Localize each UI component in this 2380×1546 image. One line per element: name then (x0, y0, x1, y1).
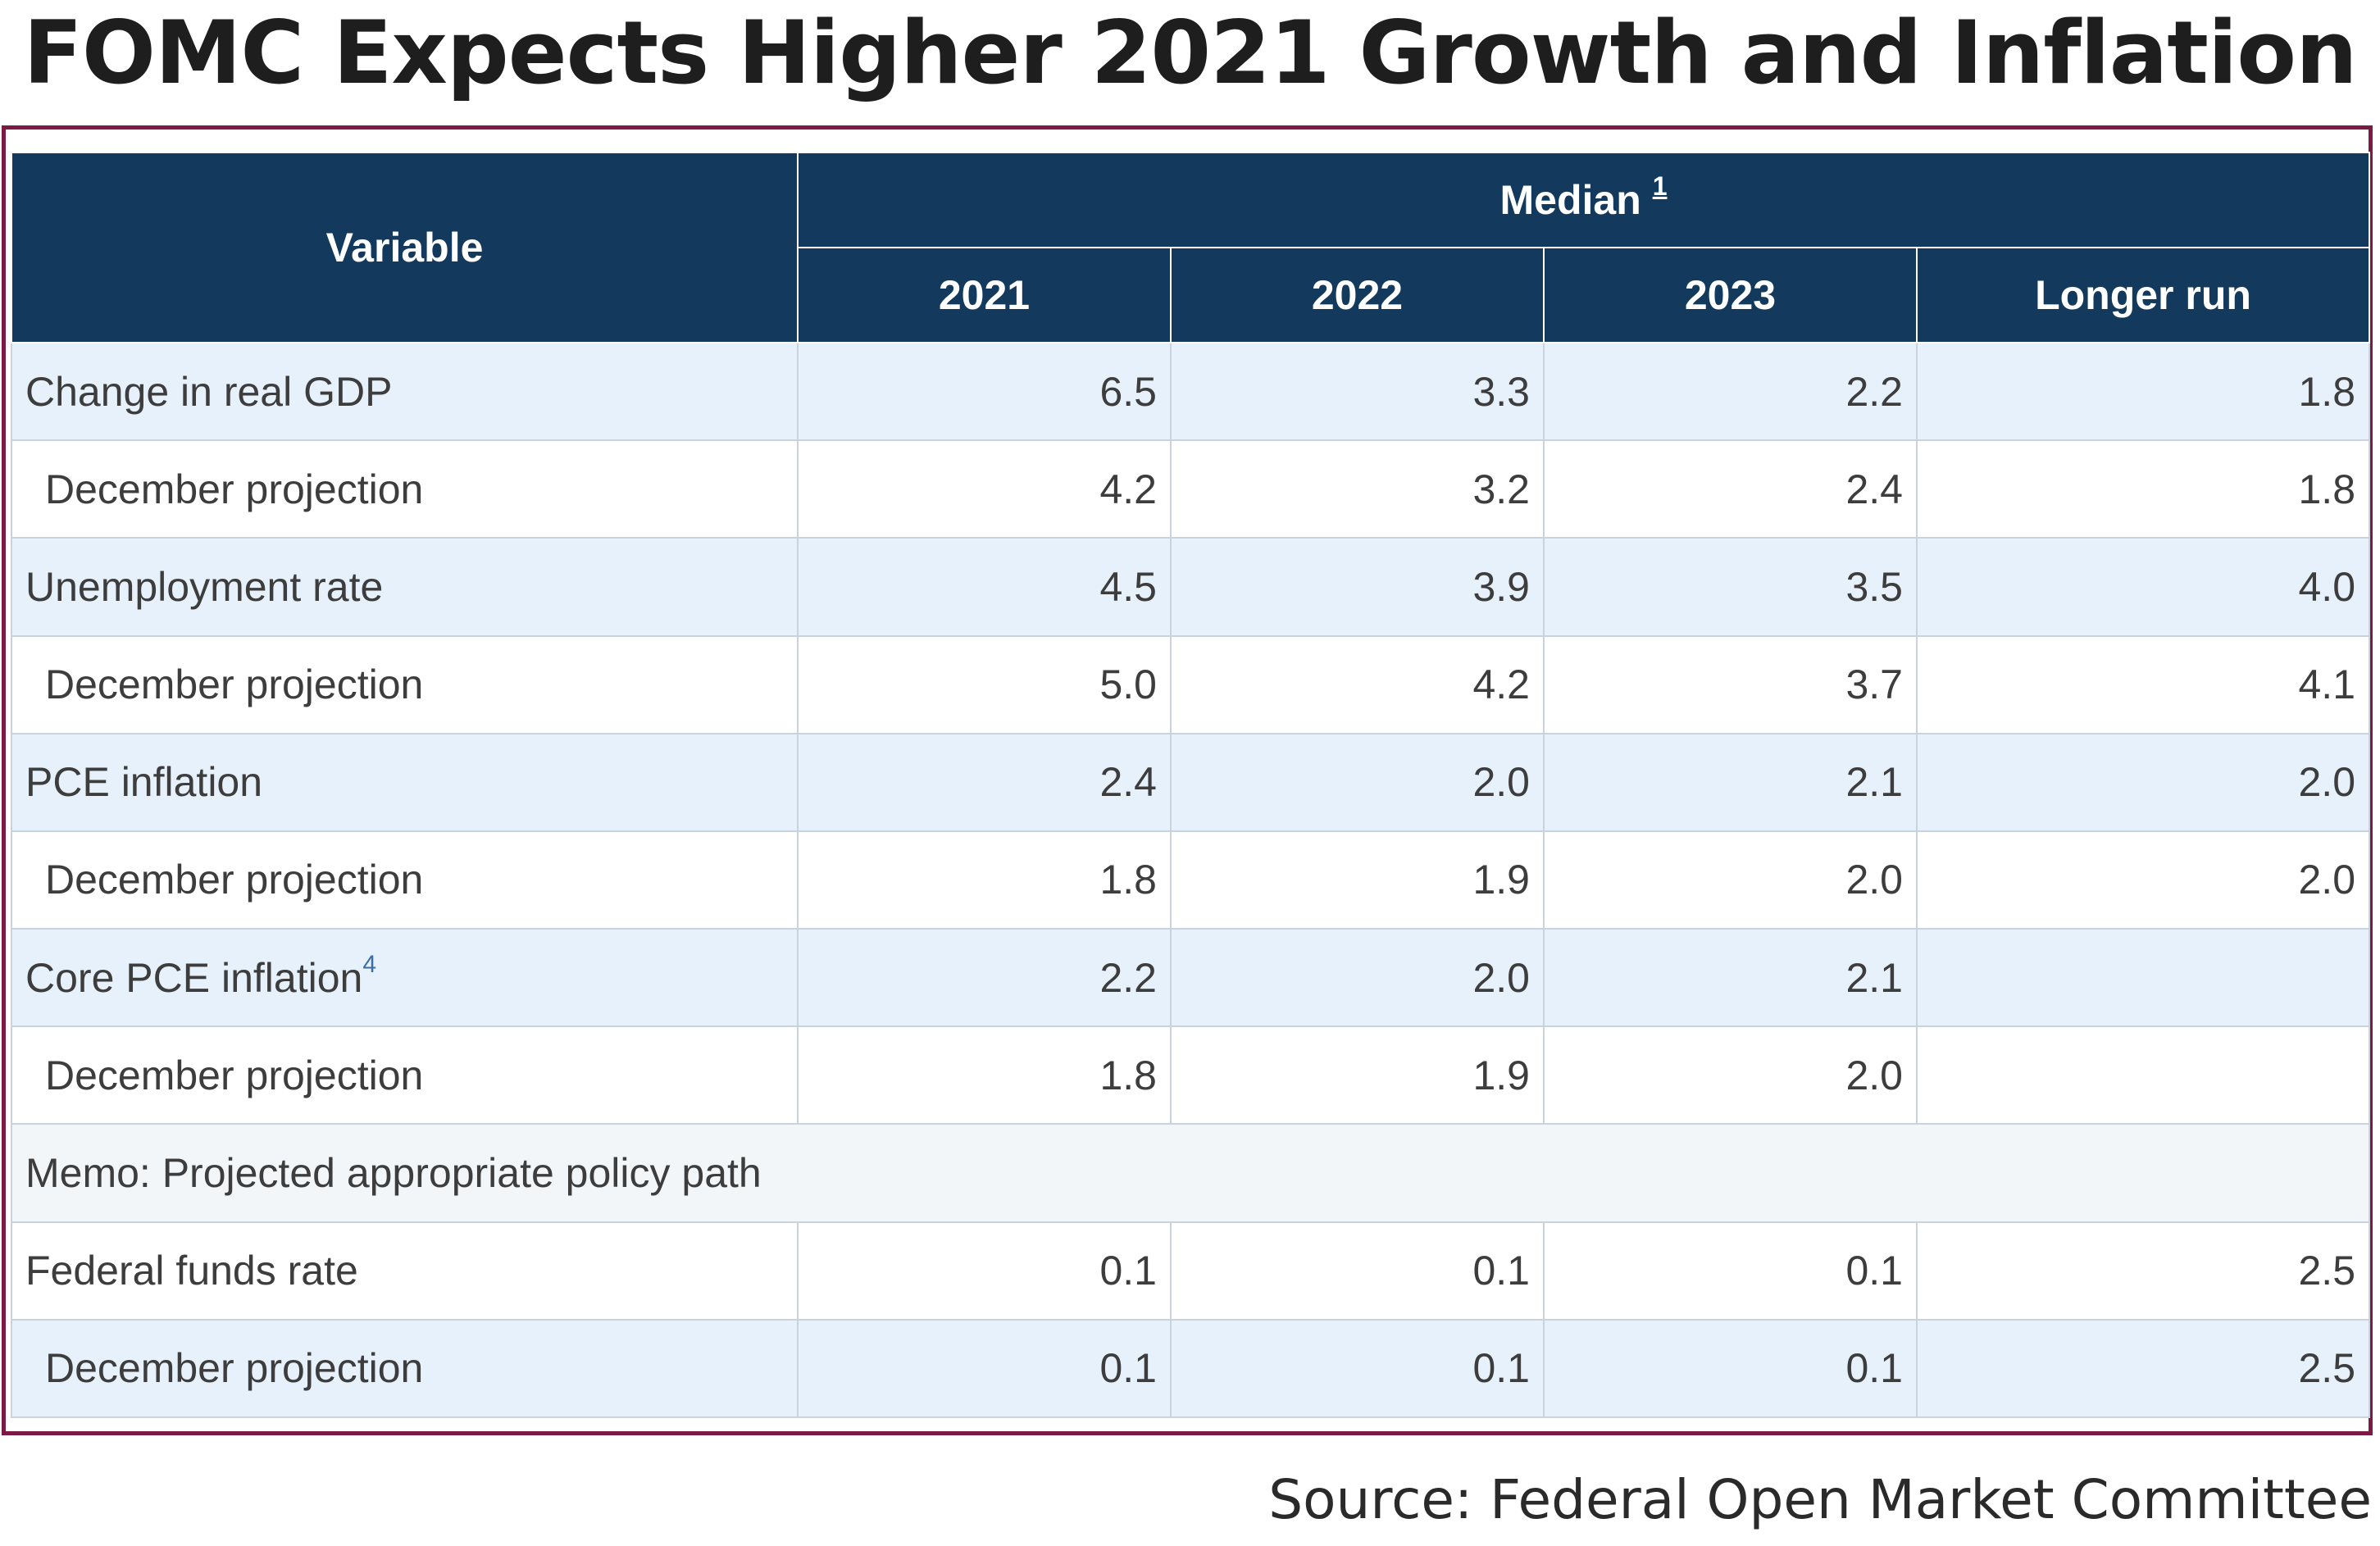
table-row: December projection 0.1 0.1 0.1 2.5 (11, 1318, 2371, 1419)
core-pce-footnote-link[interactable]: 4 (362, 950, 376, 978)
column-header-2021: 2021 (797, 247, 1172, 343)
table-row: Federal funds rate 0.1 0.1 0.1 2.5 (11, 1221, 2371, 1321)
table-row: December projection 1.8 1.9 2.0 (11, 1025, 2371, 1125)
memo-label: Memo: Projected appropriate policy path (10, 1123, 2371, 1223)
cell-value: 2.5 (1915, 1221, 2371, 1321)
cell-value: 2.4 (1543, 439, 1918, 539)
table-row: December projection 5.0 4.2 3.7 4.1 (11, 634, 2371, 734)
cell-value: 0.1 (1543, 1318, 1918, 1419)
cell-value: 3.7 (1543, 634, 1918, 734)
row-label: PCE inflation (11, 732, 799, 832)
cell-value: 3.2 (1170, 439, 1545, 539)
cell-value: 2.1 (1543, 928, 1918, 1028)
cell-value: 2.0 (1543, 1025, 1918, 1125)
row-label: December projection (11, 1318, 799, 1419)
cell-value: 0.1 (1543, 1221, 1918, 1321)
column-header-2023: 2023 (1543, 247, 1918, 343)
cell-value: 2.0 (1170, 928, 1545, 1028)
cell-value (1915, 1025, 2371, 1125)
cell-value: 1.8 (797, 830, 1172, 930)
column-header-2022: 2022 (1170, 247, 1545, 343)
median-footnote-link[interactable]: 1 (1652, 171, 1668, 201)
cell-value: 0.1 (1170, 1221, 1545, 1321)
row-label: Core PCE inflation4 (11, 928, 799, 1028)
median-header: Median 1 (796, 152, 2371, 248)
chart-title: FOMC Expects Higher 2021 Growth and Infl… (23, 2, 2357, 103)
cell-value: 1.9 (1170, 1025, 1545, 1125)
row-label: December projection (11, 634, 799, 734)
cell-value: 2.4 (797, 732, 1172, 832)
row-label: Change in real GDP (11, 341, 799, 442)
cell-value: 1.8 (1915, 341, 2371, 442)
cell-value: 4.2 (797, 439, 1172, 539)
cell-value: 2.0 (1915, 830, 2371, 930)
header-row-years: 2021 2022 2023 Longer run (11, 247, 2371, 343)
table-row: December projection 1.8 1.9 2.0 2.0 (11, 830, 2371, 930)
table-row: Change in real GDP 6.5 3.3 2.2 1.8 (11, 341, 2371, 442)
cell-value: 4.5 (797, 537, 1172, 637)
table-row: December projection 4.2 3.2 2.4 1.8 (11, 439, 2371, 539)
row-label: Unemployment rate (11, 537, 799, 637)
cell-value: 2.0 (1170, 732, 1545, 832)
cell-value: 2.2 (1543, 341, 1918, 442)
row-label: December projection (11, 439, 799, 539)
cell-value: 1.9 (1170, 830, 1545, 930)
cell-value: 4.2 (1170, 634, 1545, 734)
cell-value: 4.0 (1915, 537, 2371, 637)
variable-header: Variable (11, 152, 799, 343)
cell-value: 2.5 (1915, 1318, 2371, 1419)
cell-value: 3.3 (1170, 341, 1545, 442)
cell-value: 2.0 (1915, 732, 2371, 832)
memo-row: Memo: Projected appropriate policy path (10, 1123, 2371, 1223)
cell-value: 3.9 (1170, 537, 1545, 637)
table-row: Unemployment rate 4.5 3.9 3.5 4.0 (11, 537, 2371, 637)
cell-value: 0.1 (797, 1318, 1172, 1419)
row-label: December projection (11, 830, 799, 930)
table-row: PCE inflation 2.4 2.0 2.1 2.0 (11, 732, 2371, 832)
cell-value: 0.1 (797, 1221, 1172, 1321)
row-label: Federal funds rate (11, 1221, 799, 1321)
cell-value: 2.2 (797, 928, 1172, 1028)
cell-value: 4.1 (1915, 634, 2371, 734)
cell-value: 2.1 (1543, 732, 1918, 832)
cell-value: 2.0 (1543, 830, 1918, 930)
projections-table: Variable Median 1 2021 2022 2023 Longer … (10, 152, 2371, 1419)
cell-value: 3.5 (1543, 537, 1918, 637)
row-label: December projection (11, 1025, 799, 1125)
cell-value: 5.0 (797, 634, 1172, 734)
source-note: Source: Federal Open Market Committee (1268, 1468, 2372, 1531)
cell-value: 0.1 (1170, 1318, 1545, 1419)
header-row-median: Variable Median 1 (11, 152, 2371, 343)
cell-value: 1.8 (1915, 439, 2371, 539)
cell-value: 6.5 (797, 341, 1172, 442)
column-header-longer-run: Longer run (1915, 247, 2371, 343)
cell-value: 1.8 (797, 1025, 1172, 1125)
table-row: Core PCE inflation4 2.2 2.0 2.1 (11, 928, 2371, 1028)
cell-value (1915, 928, 2371, 1028)
